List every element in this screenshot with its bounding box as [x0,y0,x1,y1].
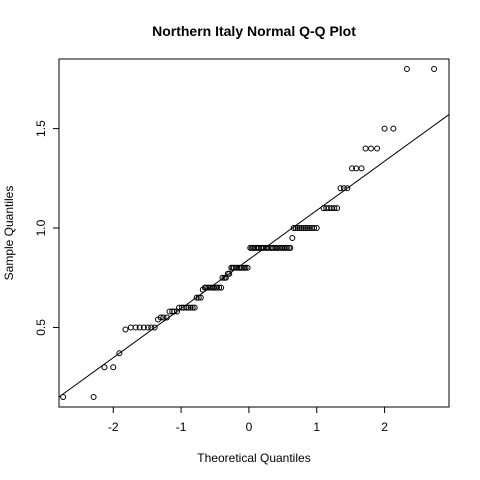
data-point [136,324,143,331]
data-point [298,225,305,232]
data-point [116,350,123,357]
data-point [189,304,196,311]
y-tick-label: 1.5 [34,120,48,137]
x-tick-label: 2 [381,420,388,434]
data-point [242,264,249,271]
data-point [171,308,178,315]
data-point [197,294,204,301]
data-point [368,145,374,152]
data-point [148,324,155,331]
data-point [60,394,67,401]
y-axis-label: Sample Quantiles [2,186,16,281]
x-tick-label: 1 [313,420,320,434]
data-point [431,65,438,72]
data-point [187,304,194,311]
data-point [144,324,151,331]
data-point [349,165,356,172]
data-point [403,65,410,72]
data-point [214,284,221,291]
data-point [163,314,170,321]
data-point [110,364,117,371]
data-point [381,125,388,132]
data-point [294,225,301,232]
data-point [183,304,190,311]
data-point [283,244,290,251]
data-point [292,225,299,232]
data-point [289,234,296,241]
data-point [313,225,320,232]
data-point [300,225,307,232]
data-point [132,324,139,331]
data-point [334,205,341,212]
data-point [160,314,167,321]
y-axis: 0.5 1.0 1.5 [34,120,59,336]
data-point [219,274,226,281]
data-point [157,314,164,321]
data-point [311,225,318,232]
reference-line-layer [58,114,450,398]
data-point [340,185,347,192]
data-point [140,324,147,331]
x-tick-label: -1 [176,420,187,434]
x-tick-label: -2 [108,420,119,434]
points-layer [60,65,438,401]
x-axis-label: Theoretical Quantiles [197,451,310,465]
y-tick-label: 1.0 [34,219,48,236]
data-point [390,125,397,132]
data-point [331,205,338,212]
data-point [306,225,313,232]
data-point [244,264,251,271]
data-point [287,244,294,251]
data-point [218,284,225,291]
y-tick-label: 0.5 [34,319,48,336]
data-point [185,304,192,311]
data-point [337,185,344,192]
qq-reference-line [58,114,450,398]
data-point [304,225,311,232]
data-point [191,304,198,311]
chart-title: Northern Italy Normal Q-Q Plot [152,23,356,39]
data-point [358,165,365,172]
data-point [344,185,351,192]
data-point [195,294,202,301]
data-point [226,270,233,277]
data-point [374,145,381,152]
data-point [290,225,297,232]
data-point [151,324,158,331]
data-point [90,394,97,401]
data-point [302,225,309,232]
data-point [122,326,129,333]
data-point [362,145,369,152]
x-tick-label: 0 [246,420,253,434]
data-point [101,364,108,371]
data-point [203,284,210,291]
x-axis: -2 -1 0 1 2 [108,407,388,434]
data-point [216,284,223,291]
plot-frame [58,58,450,408]
data-point [193,294,200,301]
data-point [296,225,303,232]
